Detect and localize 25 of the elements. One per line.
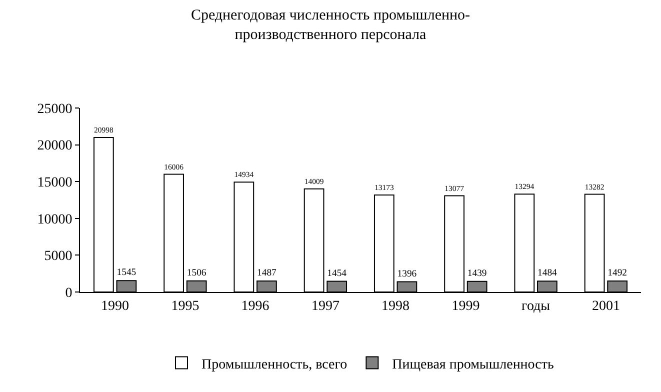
x-tick-label: 1995 xyxy=(171,298,200,314)
legend-label: Пищевая промышленность xyxy=(392,357,554,372)
data-label: 1454 xyxy=(327,268,347,279)
data-label: 1439 xyxy=(467,268,487,279)
data-label: 1396 xyxy=(397,268,417,280)
y-tick-label: 15000 xyxy=(37,176,72,190)
y-tick-label: 0 xyxy=(65,286,72,301)
x-tick-label: 2001 xyxy=(592,298,620,314)
data-label: 1492 xyxy=(608,268,628,279)
x-tick-label: 1999 xyxy=(452,298,480,314)
data-label: 1487 xyxy=(257,268,277,279)
y-tick-label: 10000 xyxy=(37,212,72,228)
x-tick-label: 1997 xyxy=(311,298,340,314)
legend-label: Промышленность, всего xyxy=(202,357,348,372)
x-tick-label: 1998 xyxy=(382,298,410,314)
x-tick-label: 1996 xyxy=(241,298,270,314)
x-tick-label: 1990 xyxy=(101,298,130,314)
data-label: 1484 xyxy=(538,268,558,279)
y-tick-label: 5000 xyxy=(44,249,72,264)
y-tick-label: 25000 xyxy=(37,102,72,117)
chart-title: Среднегодовая численность промышленно- производственного персонала xyxy=(190,8,470,44)
x-tick-label: годы xyxy=(522,298,551,314)
data-label: 1506 xyxy=(186,268,206,278)
data-label: 1545 xyxy=(116,267,136,278)
y-tick-label: 20000 xyxy=(37,138,72,154)
